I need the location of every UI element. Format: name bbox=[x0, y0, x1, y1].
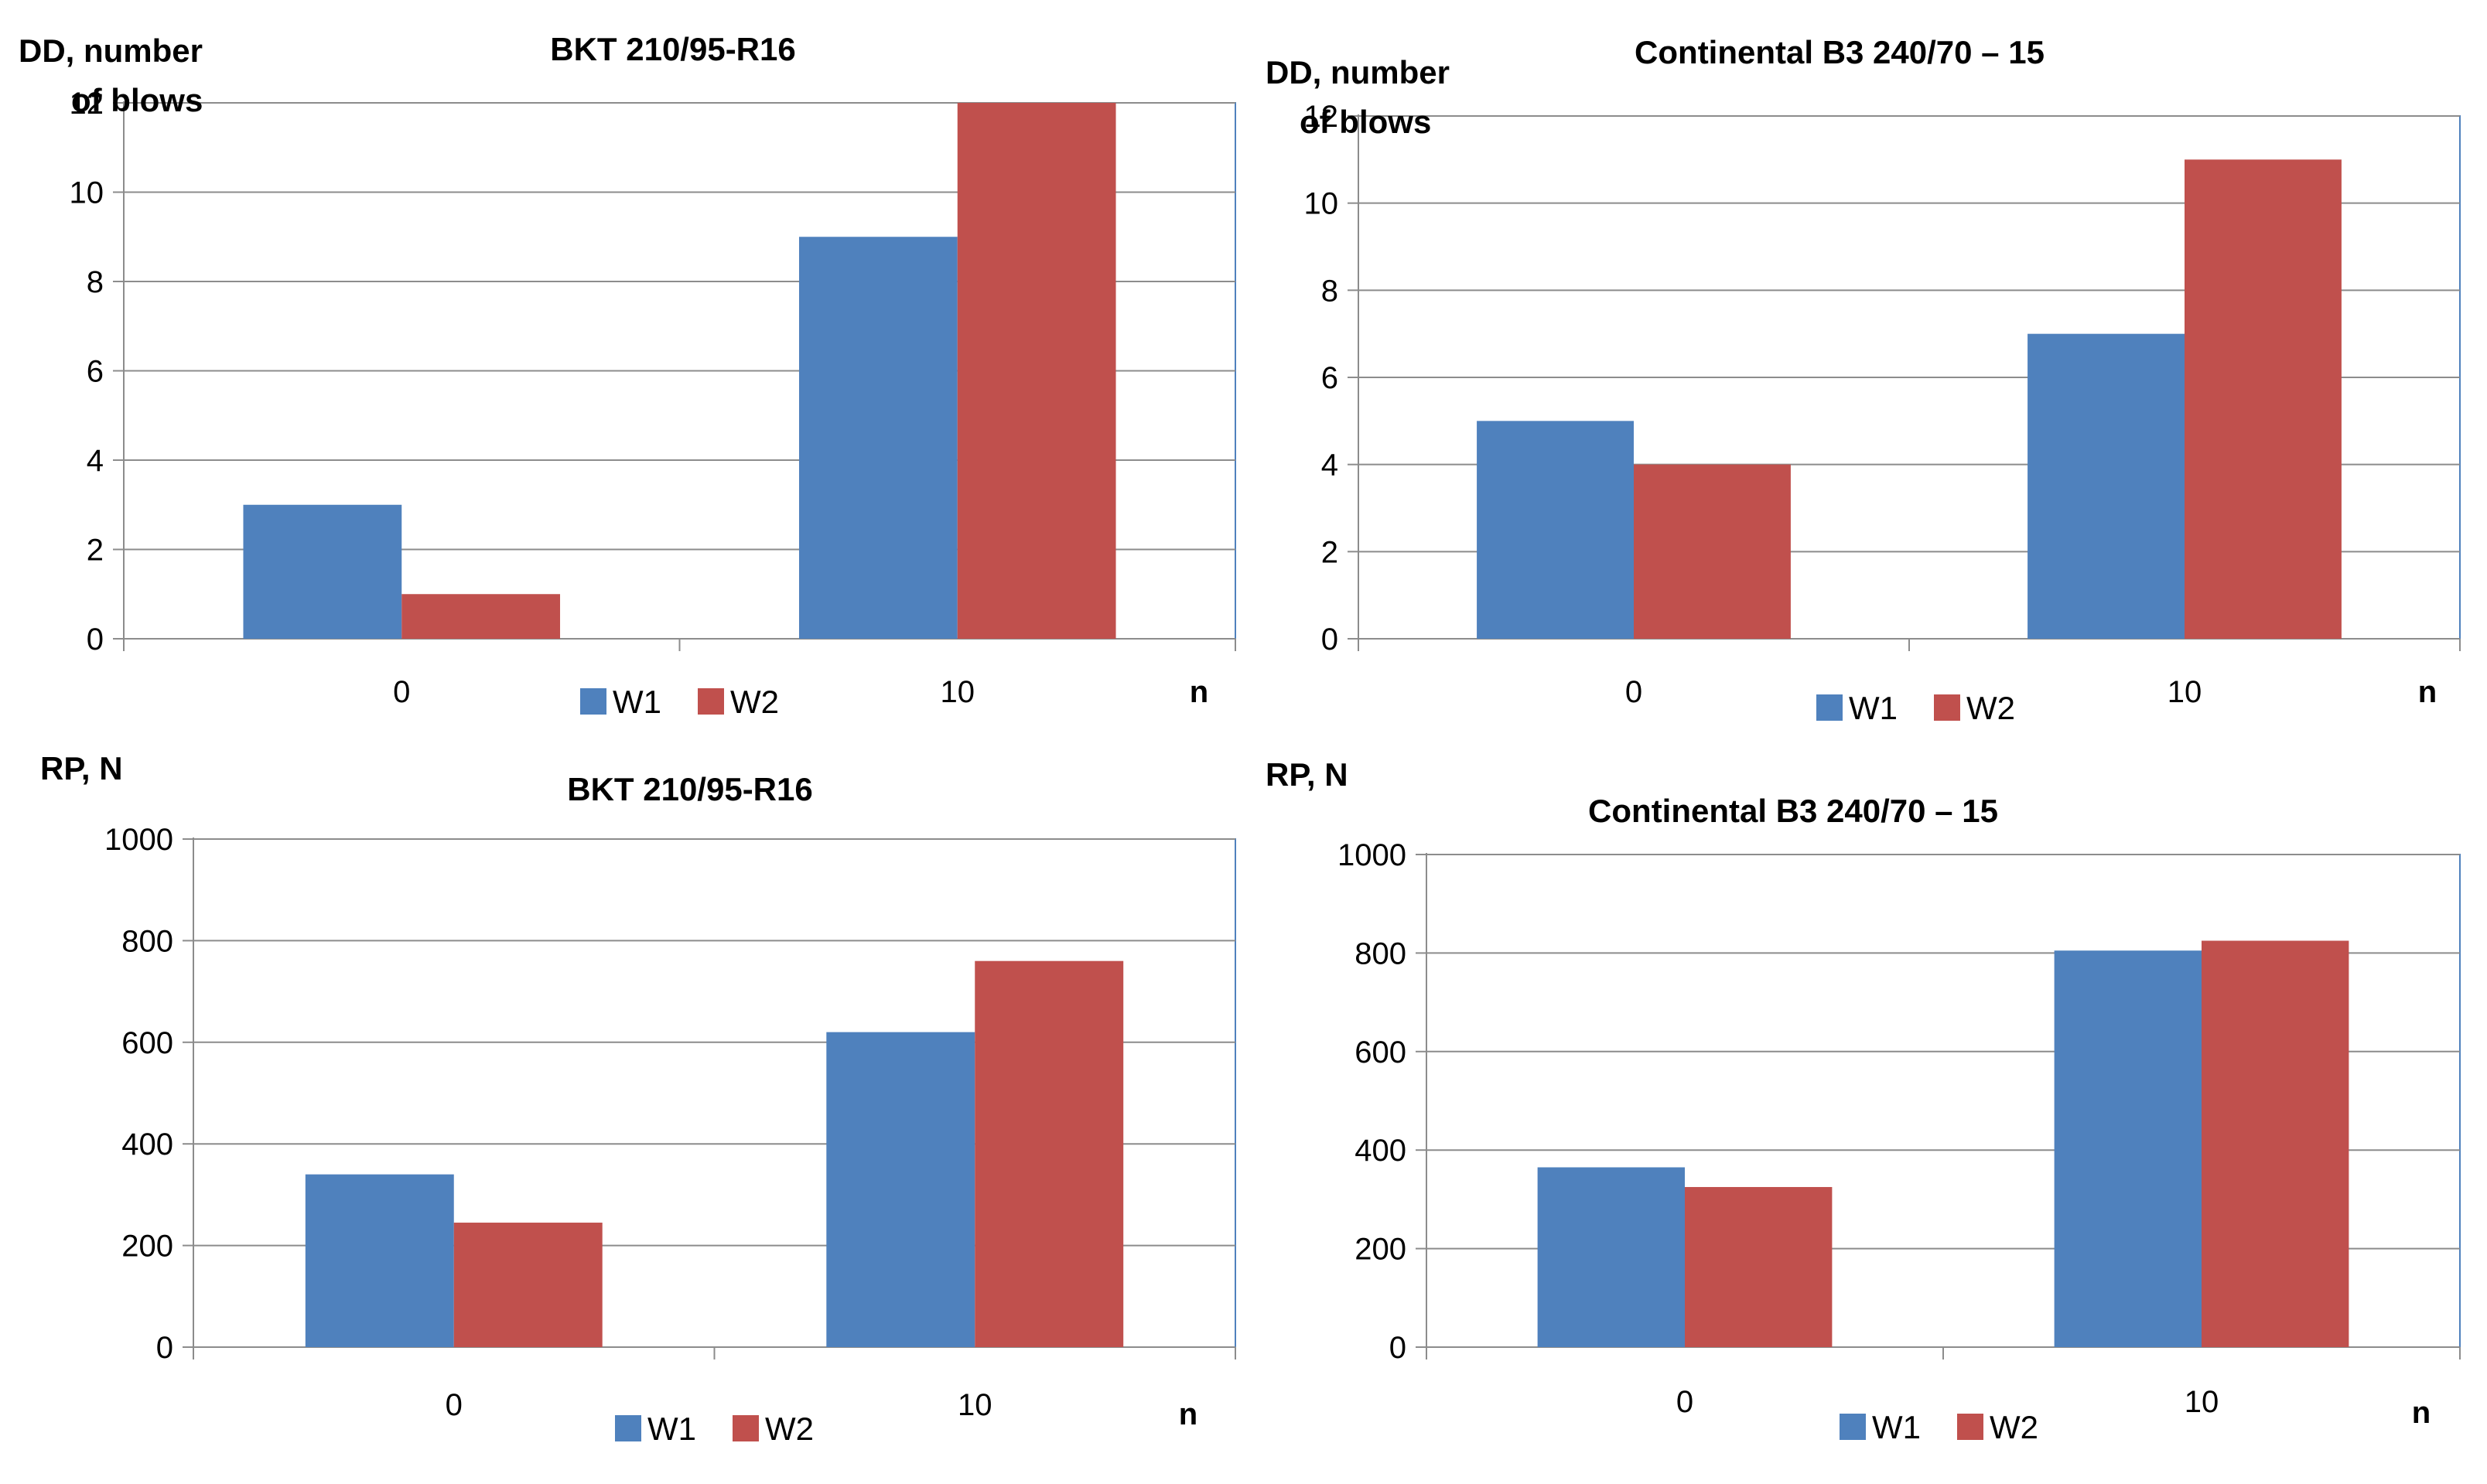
y-tick-label: 4 bbox=[1321, 449, 1338, 483]
legend-swatch-w1 bbox=[1816, 694, 1843, 721]
legend-label-w1: W1 bbox=[1849, 690, 1898, 726]
category-label: 0 bbox=[1625, 675, 1642, 709]
chart-title: BKT 210/95-R16 bbox=[567, 771, 812, 807]
bar-w2-0 bbox=[1634, 464, 1791, 639]
category-label: 0 bbox=[446, 1388, 463, 1422]
y-tick-label: 200 bbox=[1355, 1233, 1406, 1267]
bar-w2-10 bbox=[2202, 940, 2349, 1347]
y-tick-label: 6 bbox=[1321, 361, 1338, 395]
chart-title: Continental B3 240/70 – 15 bbox=[1588, 793, 1998, 829]
chart-svg: 0 2 4 6 8 10 12 0 10 Continental B3 240/70 – 15 DD… bbox=[1266, 34, 2461, 726]
bar-w2-10 bbox=[2185, 159, 2342, 640]
y-tick-label: 1000 bbox=[1337, 838, 1406, 872]
bar-w2-0 bbox=[453, 1223, 603, 1347]
category-label: 10 bbox=[2185, 1385, 2219, 1419]
legend-label-w2: W2 bbox=[1990, 1409, 2038, 1445]
legend-swatch-w2 bbox=[698, 688, 724, 715]
y-axis-label: of blows bbox=[71, 82, 203, 118]
category-label: 0 bbox=[393, 675, 410, 709]
chart-svg: 0 200 400 600 800 1000 0 10 Continental B3 240/7… bbox=[1266, 756, 2461, 1445]
x-axis-label: n bbox=[1179, 1397, 1197, 1431]
legend-swatch-w2 bbox=[733, 1415, 759, 1441]
y-axis-label: DD, number bbox=[1266, 54, 1450, 90]
y-axis-label: RP, N bbox=[40, 750, 123, 786]
y-tick-label: 400 bbox=[121, 1127, 173, 1162]
y-tick-label: 600 bbox=[121, 1026, 173, 1060]
y-axis-label: of blows bbox=[1300, 104, 1431, 140]
bar-w1-0 bbox=[1477, 421, 1634, 639]
bar-w2-0 bbox=[1685, 1186, 1833, 1347]
y-tick-label: 2 bbox=[1321, 535, 1338, 569]
category-label: 10 bbox=[958, 1388, 992, 1422]
y-axis-label: DD, number bbox=[19, 32, 203, 69]
category-label: 10 bbox=[941, 675, 975, 709]
bar-w1-10 bbox=[2028, 333, 2185, 639]
bar-w1-0 bbox=[1537, 1167, 1685, 1347]
y-tick-label: 0 bbox=[156, 1331, 173, 1365]
legend-swatch-w2 bbox=[1957, 1414, 1983, 1440]
y-tick-label: 6 bbox=[87, 355, 104, 389]
y-tick-label: 0 bbox=[1321, 623, 1338, 657]
legend-label-w2: W2 bbox=[730, 684, 779, 720]
legend-label-w1: W1 bbox=[613, 684, 661, 720]
y-tick-label: 12 bbox=[70, 87, 104, 121]
y-tick-label: 800 bbox=[1355, 936, 1406, 971]
y-tick-label: 0 bbox=[1389, 1331, 1406, 1365]
y-tick-label: 1000 bbox=[104, 823, 173, 857]
chart-dd-bkt: 0 2 4 6 8 10 12 0 10 BKT 210/95-R16 DD, number of b… bbox=[0, 0, 1243, 742]
y-tick-label: 12 bbox=[1304, 100, 1339, 134]
chart-title: Continental B3 240/70 – 15 bbox=[1635, 34, 2045, 70]
y-tick-label: 10 bbox=[1304, 187, 1339, 221]
y-tick-label: 800 bbox=[121, 924, 173, 958]
chart-rp-bkt: 0 200 400 600 800 1000 0 10 BKT 210/95-R16 RP, N n… bbox=[0, 742, 1243, 1484]
legend-swatch-w1 bbox=[615, 1415, 641, 1441]
bar-w1-10 bbox=[2054, 950, 2202, 1347]
x-axis-label: n bbox=[1190, 675, 1208, 709]
y-tick-label: 400 bbox=[1355, 1134, 1406, 1168]
x-axis-label: n bbox=[2412, 1396, 2431, 1430]
y-tick-label: 600 bbox=[1355, 1035, 1406, 1070]
bar-w1-0 bbox=[305, 1174, 454, 1347]
legend-label-w2: W2 bbox=[765, 1411, 814, 1447]
category-label: 10 bbox=[2168, 675, 2202, 709]
legend-label-w2: W2 bbox=[1966, 690, 2015, 726]
y-axis-label: RP, N bbox=[1266, 756, 1348, 793]
y-tick-label: 8 bbox=[1321, 274, 1338, 308]
bar-w2-0 bbox=[401, 594, 561, 639]
x-axis-label: n bbox=[2418, 675, 2437, 709]
chart-svg: 0 2 4 6 8 10 12 0 10 BKT 210/95-R16 DD, number of b… bbox=[19, 31, 1236, 720]
legend-label-w1: W1 bbox=[1872, 1409, 1921, 1445]
bar-w1-10 bbox=[826, 1032, 975, 1347]
legend-swatch-w1 bbox=[1840, 1414, 1866, 1440]
legend-swatch-w1 bbox=[580, 688, 606, 715]
y-tick-label: 10 bbox=[70, 176, 104, 210]
chart-svg: 0 200 400 600 800 1000 0 10 BKT 210/95-R16 RP, N n… bbox=[40, 750, 1236, 1447]
chart-title: BKT 210/95-R16 bbox=[550, 31, 795, 67]
y-tick-label: 2 bbox=[87, 534, 104, 568]
y-tick-label: 0 bbox=[87, 623, 104, 657]
bar-w1-0 bbox=[243, 504, 402, 639]
category-label: 0 bbox=[1676, 1385, 1693, 1419]
chart-dd-continental: 0 2 4 6 8 10 12 0 10 Continental B3 240/70 – 15 DD… bbox=[1244, 0, 2487, 742]
bar-w2-10 bbox=[957, 103, 1116, 639]
y-tick-label: 200 bbox=[121, 1230, 173, 1264]
chart-rp-continental: 0 200 400 600 800 1000 0 10 Continental B3 240/7… bbox=[1244, 742, 2487, 1484]
bar-w2-10 bbox=[975, 960, 1124, 1347]
bar-w1-10 bbox=[798, 237, 958, 639]
y-tick-label: 8 bbox=[87, 265, 104, 299]
y-tick-label: 4 bbox=[87, 444, 104, 478]
legend-label-w1: W1 bbox=[647, 1411, 696, 1447]
legend-swatch-w2 bbox=[1934, 694, 1960, 721]
